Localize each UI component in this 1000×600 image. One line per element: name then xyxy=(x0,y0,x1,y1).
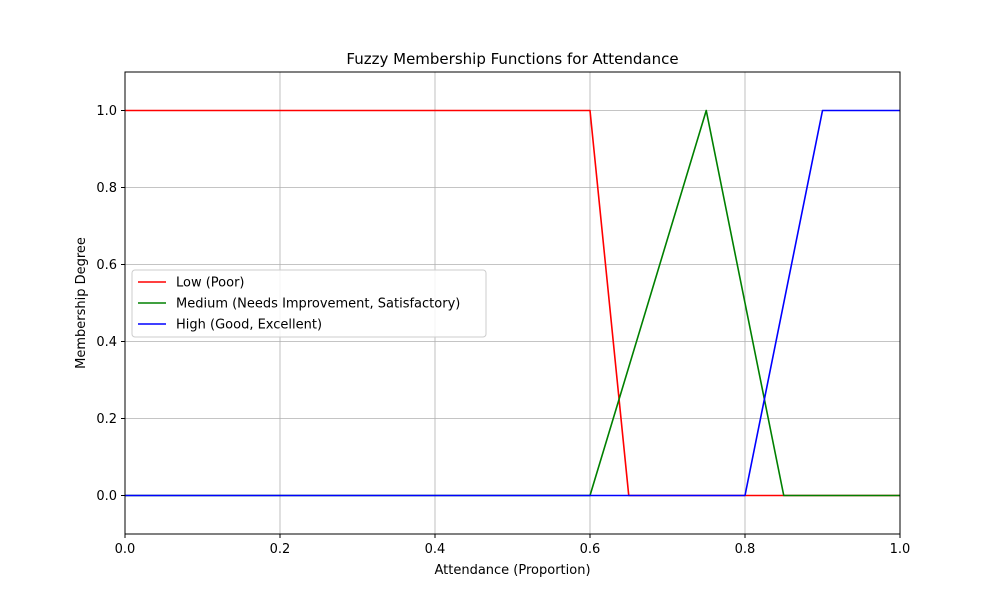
series-line-2 xyxy=(125,109,900,497)
plot-frame xyxy=(124,71,901,535)
y-tick-label: 1.0 xyxy=(96,104,117,119)
x-tick-label: 0.0 xyxy=(115,542,136,557)
x-tick-label: 0.8 xyxy=(735,542,756,557)
legend: Low (Poor) Medium (Needs Improvement, Sat… xyxy=(131,269,487,338)
y-tick-label: 0.0 xyxy=(96,489,117,504)
x-tick-label: 1.0 xyxy=(890,542,911,557)
x-tick-label: 0.6 xyxy=(580,542,601,557)
series-line-0 xyxy=(125,109,900,497)
chart-title: Fuzzy Membership Functions for Attendanc… xyxy=(346,50,678,68)
series-layer xyxy=(125,109,900,497)
y-tick-label: 0.4 xyxy=(96,335,117,350)
x-axis-label: Attendance (Proportion) xyxy=(434,563,590,578)
legend-label-2: High (Good, Excellent) xyxy=(176,318,322,333)
legend-label-0: Low (Poor) xyxy=(176,276,245,291)
y-tick-label: 0.2 xyxy=(96,412,117,427)
y-tick-label: 0.8 xyxy=(96,181,117,196)
legend-label-1: Medium (Needs Improvement, Satisfactory) xyxy=(176,297,460,312)
x-tick-label: 0.2 xyxy=(270,542,291,557)
x-tick-label: 0.4 xyxy=(425,542,446,557)
y-axis-label: Membership Degree xyxy=(74,237,89,369)
y-tick-label: 0.6 xyxy=(96,258,117,273)
ticks: 0.0 0.2 0.4 0.6 0.8 1.0 0.0 0.2 0.4 0.6 0.8 1.0 xyxy=(96,104,910,557)
legend-box xyxy=(131,269,487,338)
